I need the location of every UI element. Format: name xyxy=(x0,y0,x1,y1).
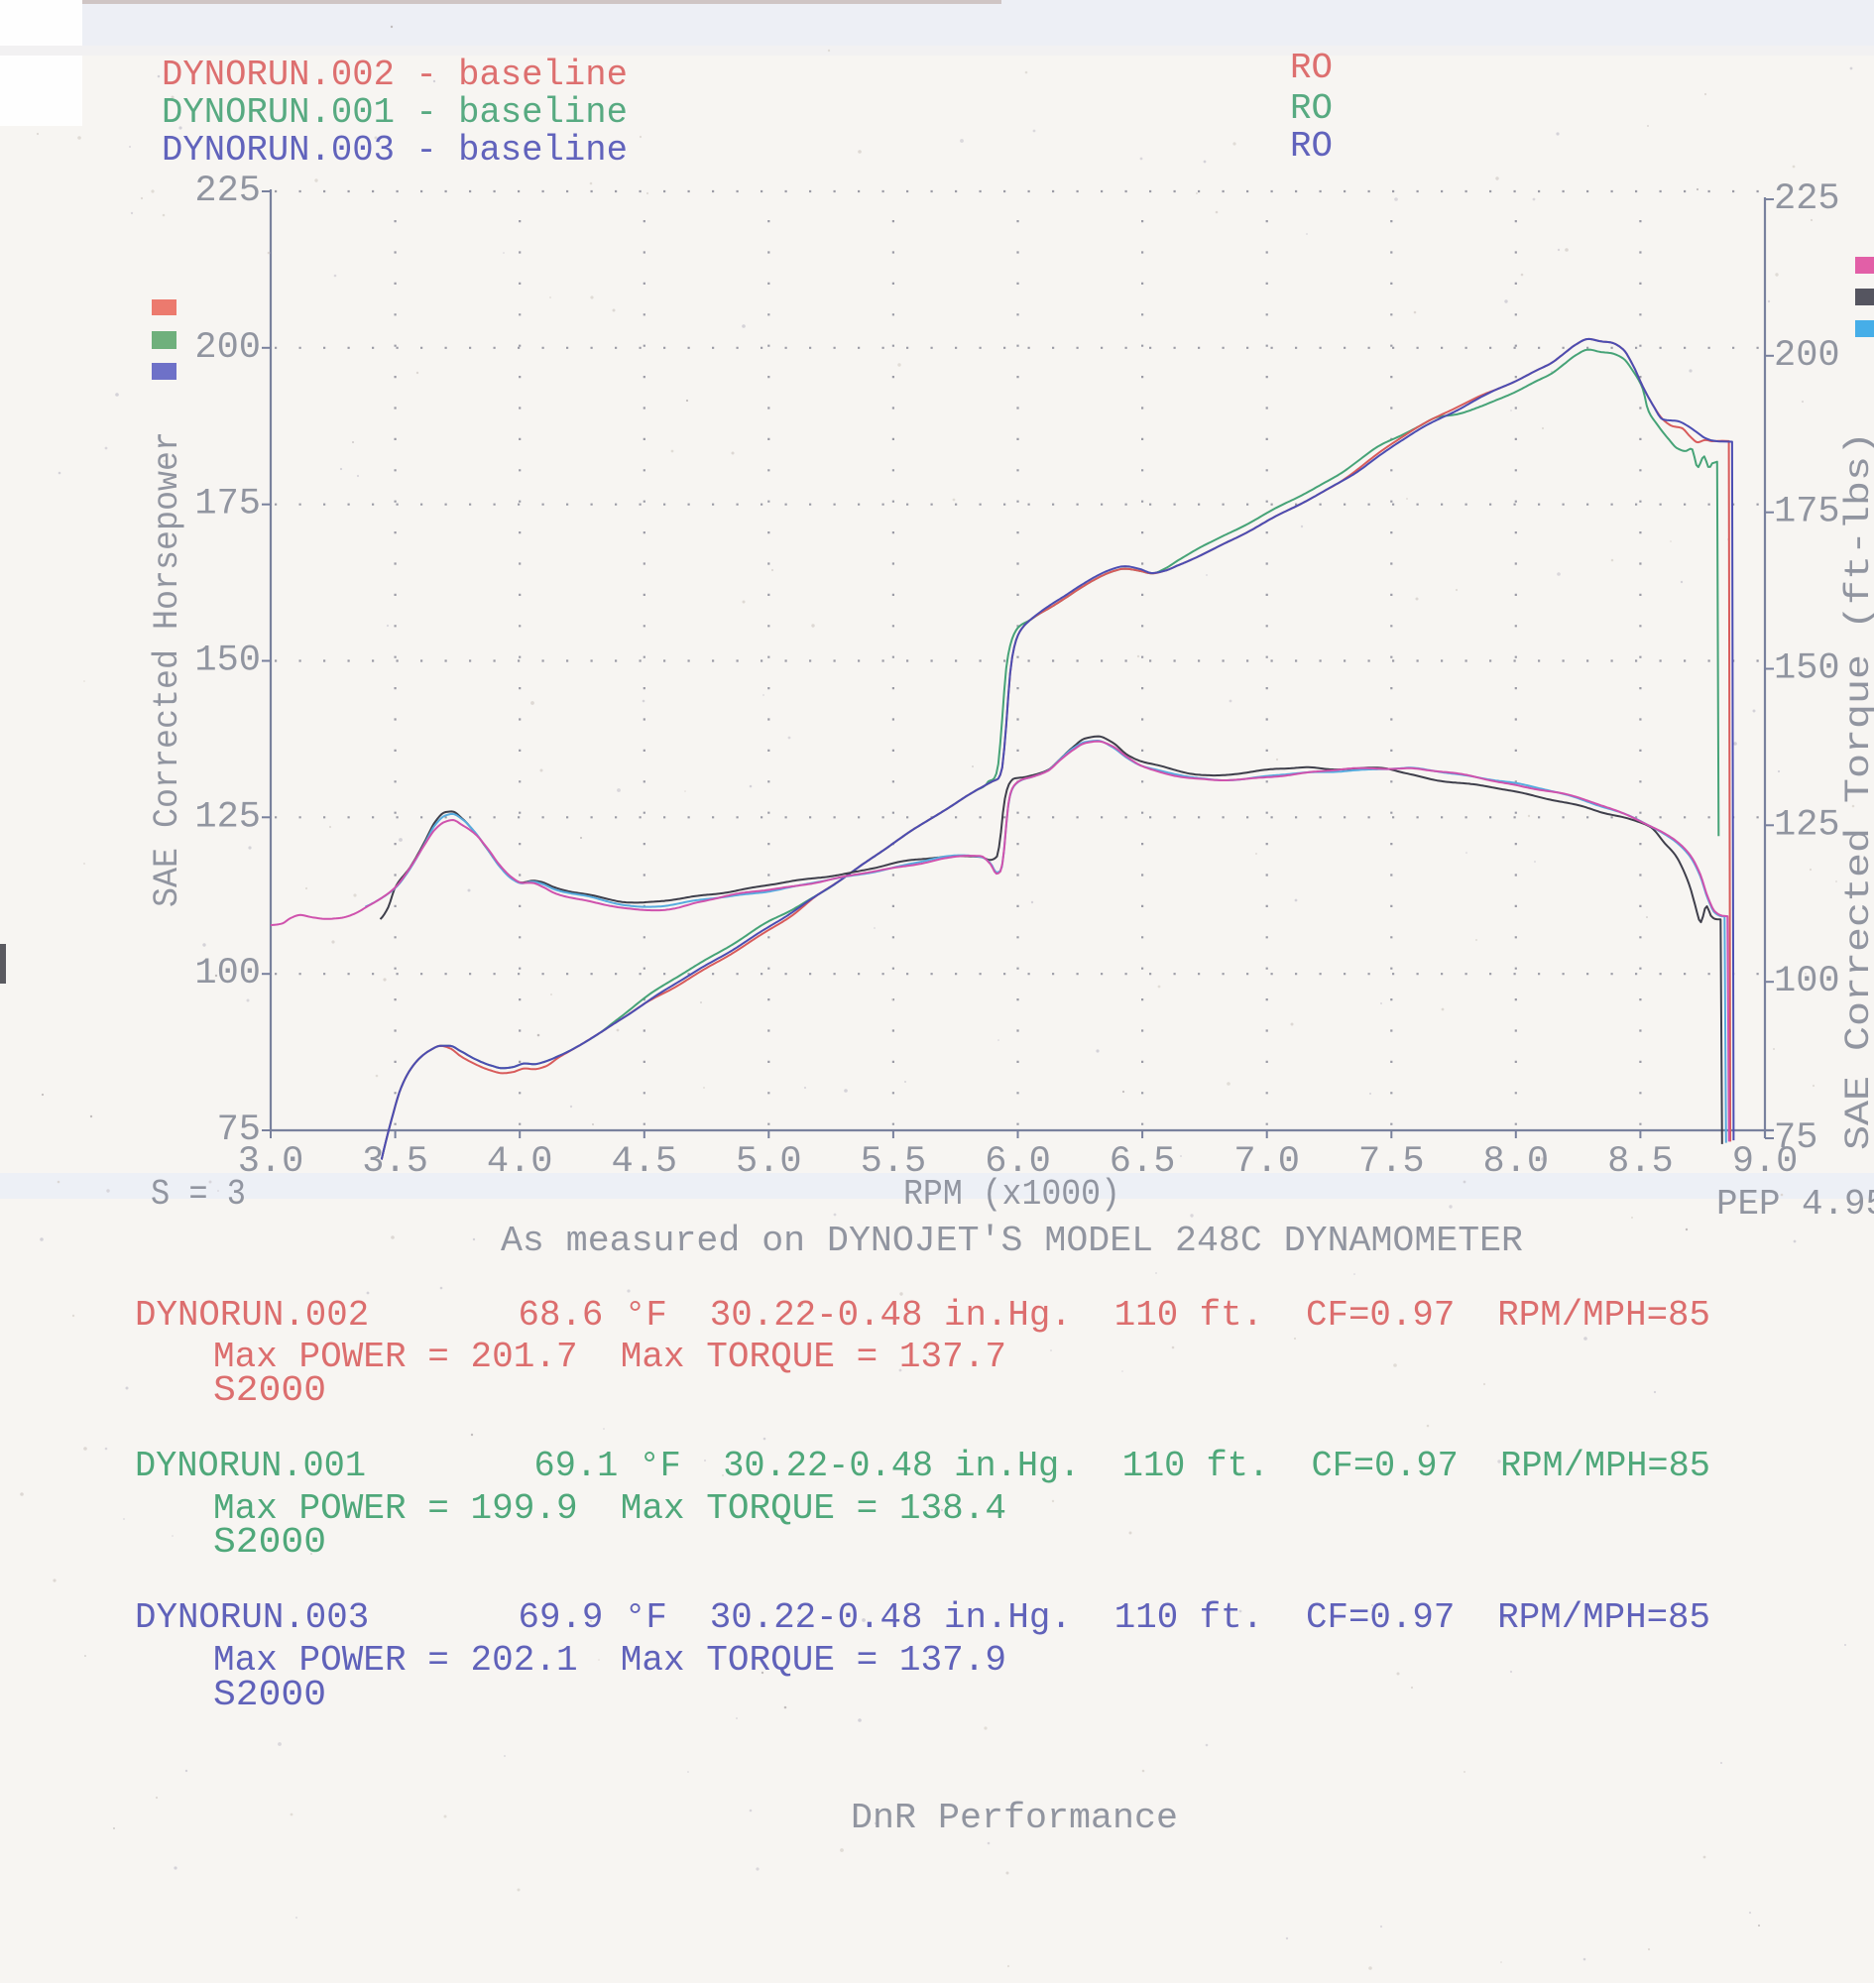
svg-text:75: 75 xyxy=(1774,1117,1817,1159)
svg-text:Max POWER = 199.9 Max TORQUE: Max POWER = 199.9 Max TORQUE = 138.4 xyxy=(213,1488,1006,1529)
svg-text:DYNORUN.001 69.1 °F 30: DYNORUN.001 69.1 °F 30.22-0.48 in.Hg. 11… xyxy=(135,1446,1710,1486)
svg-text:S2000: S2000 xyxy=(213,1370,326,1411)
svg-text:DYNORUN.003 - baseline: DYNORUN.003 - baseline xyxy=(162,130,628,171)
svg-text:9.0: 9.0 xyxy=(1732,1141,1799,1183)
svg-text:75: 75 xyxy=(217,1110,261,1151)
svg-text:5.5: 5.5 xyxy=(861,1141,927,1183)
svg-text:RPM (x1000): RPM (x1000) xyxy=(903,1174,1120,1215)
svg-text:S2000: S2000 xyxy=(213,1675,326,1715)
svg-text:125: 125 xyxy=(1774,804,1840,846)
svg-text:4.0: 4.0 xyxy=(487,1141,553,1183)
svg-text:RO: RO xyxy=(1290,126,1333,167)
svg-text:150: 150 xyxy=(194,641,261,682)
svg-text:7.0: 7.0 xyxy=(1233,1141,1300,1183)
svg-text:DYNORUN.001 - baseline: DYNORUN.001 - baseline xyxy=(162,92,628,133)
svg-text:5.0: 5.0 xyxy=(736,1141,802,1183)
svg-text:S = 3: S = 3 xyxy=(151,1174,246,1215)
svg-text:6.5: 6.5 xyxy=(1110,1141,1176,1183)
svg-text:6.0: 6.0 xyxy=(985,1141,1051,1183)
svg-text:DYNORUN.002 68.6 °F 30.: DYNORUN.002 68.6 °F 30.22-0.48 in.Hg. 11… xyxy=(135,1295,1710,1336)
svg-text:100: 100 xyxy=(194,953,261,994)
svg-text:175: 175 xyxy=(194,484,261,526)
svg-text:Max POWER = 201.7 Max TORQUE: Max POWER = 201.7 Max TORQUE = 137.7 xyxy=(213,1337,1006,1377)
svg-text:DYNORUN.002 - baseline: DYNORUN.002 - baseline xyxy=(162,55,628,95)
svg-text:RO: RO xyxy=(1290,88,1333,129)
svg-text:7.5: 7.5 xyxy=(1358,1141,1425,1183)
svg-text:Max POWER = 202.1 Max TORQUE: Max POWER = 202.1 Max TORQUE = 137.9 xyxy=(213,1640,1006,1681)
svg-text:RO: RO xyxy=(1290,48,1333,88)
svg-text:SAE Corrected Torque (ft-lbs): SAE Corrected Torque (ft-lbs) xyxy=(1839,431,1874,1150)
svg-text:3.5: 3.5 xyxy=(362,1141,428,1183)
svg-text:DnR Performance: DnR Performance xyxy=(851,1798,1178,1838)
svg-text:225: 225 xyxy=(194,171,261,212)
svg-text:225: 225 xyxy=(1774,178,1840,220)
svg-text:SAE Corrected Horsepower: SAE Corrected Horsepower xyxy=(148,431,187,907)
svg-text:150: 150 xyxy=(1774,648,1840,690)
svg-text:200: 200 xyxy=(1774,335,1840,377)
svg-text:S2000: S2000 xyxy=(213,1522,326,1563)
svg-text:175: 175 xyxy=(1774,492,1840,533)
svg-text:125: 125 xyxy=(194,796,261,838)
svg-text:100: 100 xyxy=(1774,961,1840,1002)
svg-text:8.5: 8.5 xyxy=(1607,1141,1674,1183)
svg-text:4.5: 4.5 xyxy=(611,1141,677,1183)
svg-text:As measured on DYNOJET'S MODEL: As measured on DYNOJET'S MODEL 248C DYNA… xyxy=(501,1221,1523,1261)
svg-text:3.0: 3.0 xyxy=(238,1141,304,1183)
svg-text:200: 200 xyxy=(194,327,261,369)
svg-text:PEP 4.95: PEP 4.95 xyxy=(1716,1184,1874,1225)
svg-text:8.0: 8.0 xyxy=(1482,1141,1549,1183)
svg-text:DYNORUN.003 69.9 °F 30.: DYNORUN.003 69.9 °F 30.22-0.48 in.Hg. 11… xyxy=(135,1597,1710,1638)
